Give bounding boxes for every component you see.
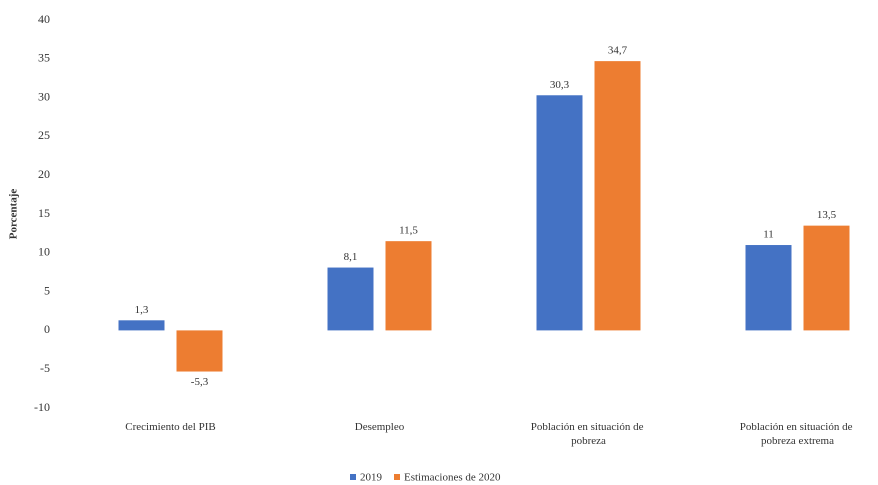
bar [745, 245, 792, 331]
value-label: 8,1 [344, 251, 358, 263]
value-label: 34,7 [608, 45, 628, 57]
legend-label: Estimaciones de 2020 [404, 472, 501, 484]
bar [176, 330, 223, 372]
x-tick-label: Población en situación de pobreza [531, 421, 646, 447]
bar [118, 320, 165, 331]
y-tick-label: 30 [38, 89, 50, 103]
bar [803, 225, 850, 331]
legend-swatch [350, 474, 356, 480]
y-tick-label: 10 [38, 245, 50, 259]
y-tick-label: -10 [34, 400, 50, 414]
y-tick-label: -5 [40, 361, 50, 375]
value-label: 11 [763, 229, 774, 241]
y-tick-label: 15 [38, 206, 50, 220]
y-axis-label: Porcentaje [8, 189, 20, 240]
value-label: 11,5 [399, 225, 418, 237]
y-tick-label: 20 [38, 167, 50, 181]
x-tick-label: Desempleo [355, 421, 405, 433]
x-tick-label: Población en situación de pobreza extrem… [740, 421, 855, 447]
value-label: -5,3 [191, 376, 209, 388]
x-tick-label: Crecimiento del PIB [125, 421, 215, 433]
y-tick-label: 40 [38, 12, 50, 26]
legend-swatch [394, 474, 400, 480]
bar [594, 61, 641, 331]
y-tick-label: 25 [38, 128, 50, 142]
legend-label: 2019 [360, 472, 383, 484]
y-tick-label: 35 [38, 51, 50, 65]
bar [385, 241, 432, 331]
bar [327, 267, 374, 331]
value-label: 1,3 [135, 304, 149, 316]
value-label: 30,3 [550, 79, 570, 91]
bar [536, 95, 583, 331]
value-label: 13,5 [817, 209, 837, 221]
y-tick-label: 0 [44, 322, 50, 336]
y-tick-label: 5 [44, 283, 50, 297]
